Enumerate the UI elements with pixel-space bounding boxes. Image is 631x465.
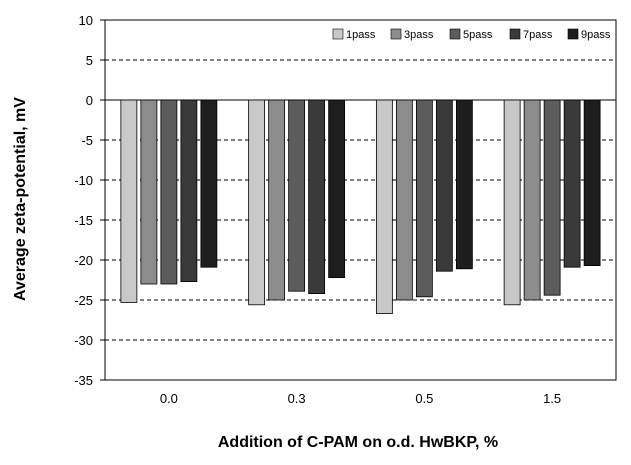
x-tick-label: 0.3 bbox=[288, 391, 306, 406]
bar-9pass-0.5 bbox=[455, 99, 473, 270]
y-tick-label: -10 bbox=[74, 173, 93, 188]
bar-9pass-1.5 bbox=[583, 99, 601, 267]
x-tick-label: 0.5 bbox=[415, 391, 433, 406]
bar-5pass-1.5 bbox=[543, 99, 561, 296]
y-tick-label: -5 bbox=[81, 133, 93, 148]
x-tick-label: 1.5 bbox=[543, 391, 561, 406]
bar-1pass-1.5 bbox=[503, 99, 521, 306]
x-axis-ticks: 0.0 0.3 0.5 1.5 bbox=[160, 391, 561, 406]
y-tick-label: -20 bbox=[74, 253, 93, 268]
y-axis-title: Average zeta-potential, mV bbox=[12, 97, 29, 301]
bar-3pass-0.5 bbox=[395, 99, 413, 301]
y-tick-label: 10 bbox=[79, 13, 93, 28]
y-tick-label: -25 bbox=[74, 293, 93, 308]
legend-label-9pass: 9pass bbox=[581, 29, 611, 41]
bar-1pass-0.5 bbox=[375, 99, 393, 315]
legend-label-3pass: 3pass bbox=[404, 29, 434, 41]
bar-7pass-0.0 bbox=[180, 99, 198, 283]
legend-label-7pass: 7pass bbox=[523, 29, 553, 41]
bar-5pass-0.0 bbox=[160, 99, 178, 285]
bar-7pass-1.5 bbox=[563, 99, 581, 268]
bar-3pass-1.5 bbox=[523, 99, 541, 301]
bar-1pass-0.0 bbox=[120, 99, 138, 303]
legend-swatch-5pass bbox=[449, 28, 461, 40]
bars bbox=[120, 99, 601, 315]
y-axis-ticks: 10 5 0 -5 -10 -15 -20 -25 -30 -35 bbox=[74, 13, 105, 388]
legend: 1pass 3pass 5pass 7pass 9pass bbox=[332, 28, 611, 41]
legend-label-1pass: 1pass bbox=[346, 29, 376, 41]
x-tick-label: 0.0 bbox=[160, 391, 178, 406]
x-axis-title: Addition of C-PAM on o.d. HwBKP, % bbox=[218, 434, 498, 451]
bar-9pass-0.0 bbox=[200, 99, 218, 268]
y-tick-label: -30 bbox=[74, 333, 93, 348]
bar-5pass-0.5 bbox=[415, 99, 433, 298]
y-tick-label: 5 bbox=[86, 53, 93, 68]
legend-label-5pass: 5pass bbox=[463, 29, 493, 41]
bar-7pass-0.5 bbox=[435, 99, 453, 272]
bar-9pass-0.3 bbox=[328, 99, 346, 279]
bar-1pass-0.3 bbox=[248, 99, 266, 306]
bar-5pass-0.3 bbox=[288, 99, 306, 292]
legend-swatch-3pass bbox=[390, 28, 402, 40]
legend-swatch-9pass bbox=[567, 28, 579, 40]
bar-3pass-0.3 bbox=[268, 99, 286, 301]
bar-7pass-0.3 bbox=[308, 99, 326, 295]
y-tick-label: -15 bbox=[74, 213, 93, 228]
legend-swatch-1pass bbox=[332, 28, 344, 40]
y-tick-label: -35 bbox=[74, 373, 93, 388]
bar-3pass-0.0 bbox=[140, 99, 158, 285]
y-tick-label: 0 bbox=[86, 93, 93, 108]
legend-swatch-7pass bbox=[509, 28, 521, 40]
